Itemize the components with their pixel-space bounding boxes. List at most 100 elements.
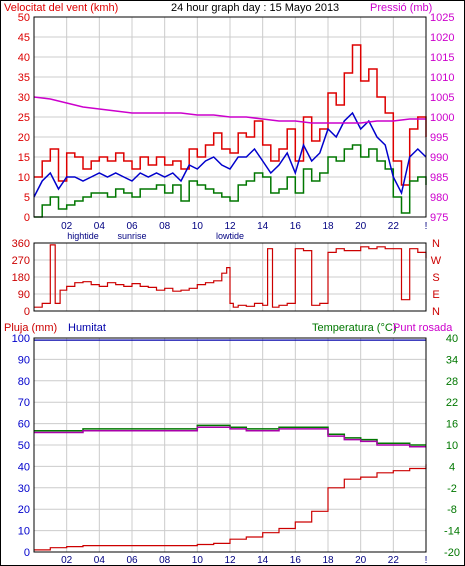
temperature-tick-label: 34 [446, 354, 458, 366]
hour-tick-label: 14 [257, 555, 269, 566]
rain-y-ticks: 0 10 20 30 40 50 60 70 80 90 100 [12, 333, 30, 559]
temperature-tick-label: -20 [444, 547, 460, 559]
hour-tick-end: ! [425, 221, 428, 232]
wind-tick-label: 10 [18, 172, 30, 184]
hour-tick-label: 08 [159, 555, 171, 566]
temperature-tick-label: -8 [447, 504, 457, 516]
hour-tick-label: 20 [355, 221, 367, 232]
hour-tick-label: 06 [126, 221, 138, 232]
temperature-tick-label: 28 [446, 376, 458, 388]
hour-tick-label: 10 [192, 221, 204, 232]
wind-tick-label: 35 [18, 72, 30, 84]
wind-series [33, 44, 427, 218]
rain-tick-label: 40 [18, 461, 30, 473]
hour-tick-label: 08 [159, 221, 171, 232]
wind-tick-label: 5 [24, 192, 30, 204]
direction-tick-label: 0 [24, 306, 30, 318]
rain-tick-label: 10 [18, 526, 30, 538]
rain-tick-label: 90 [18, 354, 30, 366]
pressure-tick-label: 975 [430, 212, 448, 224]
tide-label: lowtide [216, 231, 244, 241]
temperature-y-ticks: -20 -14 -8 -2 4 10 16 22 28 34 40 [444, 333, 460, 559]
hour-tick-label: 12 [224, 555, 236, 566]
compass-label: E [432, 289, 439, 301]
pressure-tick-label: 985 [430, 172, 448, 184]
pressure-tick-label: 1015 [430, 52, 454, 64]
wind-min-line [34, 144, 427, 218]
wind-tick-label: 40 [18, 52, 30, 64]
compass-label: N [432, 238, 440, 250]
direction-tick-label: 90 [18, 289, 30, 301]
climate-frame [33, 337, 427, 553]
climate-series [34, 339, 427, 551]
compass-label: W [431, 255, 442, 267]
rain-tick-label: 80 [18, 376, 30, 388]
rain-axis-title: Pluja (mm) [4, 322, 57, 334]
wind-y-ticks: 0 5 10 15 20 25 30 35 40 45 50 [18, 12, 30, 224]
wind-tick-label: 45 [18, 32, 30, 44]
dewpoint-axis-title: Punt rosada [393, 322, 453, 334]
direction-y-ticks: 360 270 180 90 0 [12, 238, 30, 318]
pressure-tick-label: 1005 [430, 92, 454, 104]
dewpoint-line [34, 426, 426, 448]
hour-tick-label: 02 [61, 221, 73, 232]
direction-tick-label: 360 [12, 238, 30, 250]
wind-tick-label: 20 [18, 132, 30, 144]
direction-tick-label: 270 [12, 255, 30, 267]
hour-tick-label: 22 [388, 221, 400, 232]
wind-avg-line [33, 111, 427, 198]
hour-tick-end: ! [425, 555, 428, 566]
temperature-tick-label: 4 [449, 461, 455, 473]
pressure-tick-label: 1025 [430, 12, 454, 24]
hour-tick-label: 18 [322, 221, 334, 232]
pressure-tick-label: 990 [430, 152, 448, 164]
pressure-line [33, 96, 426, 124]
rain-tick-label: 60 [18, 419, 30, 431]
hour-tick-label: 16 [290, 555, 302, 566]
rain-tick-label: 100 [12, 333, 30, 345]
tide-label: sunrise [117, 231, 146, 241]
direction-line [34, 244, 427, 308]
temperature-tick-label: 22 [446, 397, 458, 409]
rain-tick-label: 20 [18, 504, 30, 516]
tide-label: hightide [67, 231, 99, 241]
rain-tick-label: 70 [18, 397, 30, 409]
wind-tick-label: 30 [18, 92, 30, 104]
pressure-tick-label: 1000 [430, 112, 454, 124]
wind-frame [33, 16, 427, 218]
temperature-tick-label: 16 [446, 419, 458, 431]
hour-tick-label: 10 [192, 555, 204, 566]
pressure-tick-label: 980 [430, 192, 448, 204]
pressure-y-ticks: 975 980 985 990 995 1000 1005 1010 1015 1020 1025 [430, 12, 454, 224]
hour-tick-label: 04 [94, 555, 106, 566]
temperature-axis-title: Temperatura (°C) [312, 322, 396, 334]
hour-tick-label: 18 [322, 555, 334, 566]
compass-label: N [432, 306, 440, 318]
pressure-axis-title: Pressió (mb) [370, 2, 432, 14]
pressure-tick-label: 1010 [430, 72, 454, 84]
temperature-tick-label: 10 [446, 440, 458, 452]
humidity-axis-title: Humitat [68, 322, 106, 334]
hour-tick-label: 04 [94, 221, 106, 232]
hour-tick-label: 06 [126, 555, 138, 566]
rain-line [34, 464, 427, 551]
hour-tick-label: 16 [290, 221, 302, 232]
temperature-tick-label: -14 [444, 526, 460, 538]
temperature-tick-label: -2 [447, 483, 457, 495]
pressure-tick-label: 1020 [430, 32, 454, 44]
hour-tick-label: 12 [224, 221, 236, 232]
temperature-tick-label: 40 [446, 333, 458, 345]
hour-tick-label: 22 [388, 555, 400, 566]
compass-label: S [432, 272, 439, 284]
direction-tick-label: 180 [12, 272, 30, 284]
wind-tick-label: 50 [18, 12, 30, 24]
hour-tick-label: 20 [355, 555, 367, 566]
rain-tick-label: 0 [24, 547, 30, 559]
wind-tick-label: 0 [24, 212, 30, 224]
rain-tick-label: 30 [18, 483, 30, 495]
wind-tick-label: 15 [18, 152, 30, 164]
wind-max-line [34, 44, 427, 186]
wind-tick-label: 25 [18, 112, 30, 124]
